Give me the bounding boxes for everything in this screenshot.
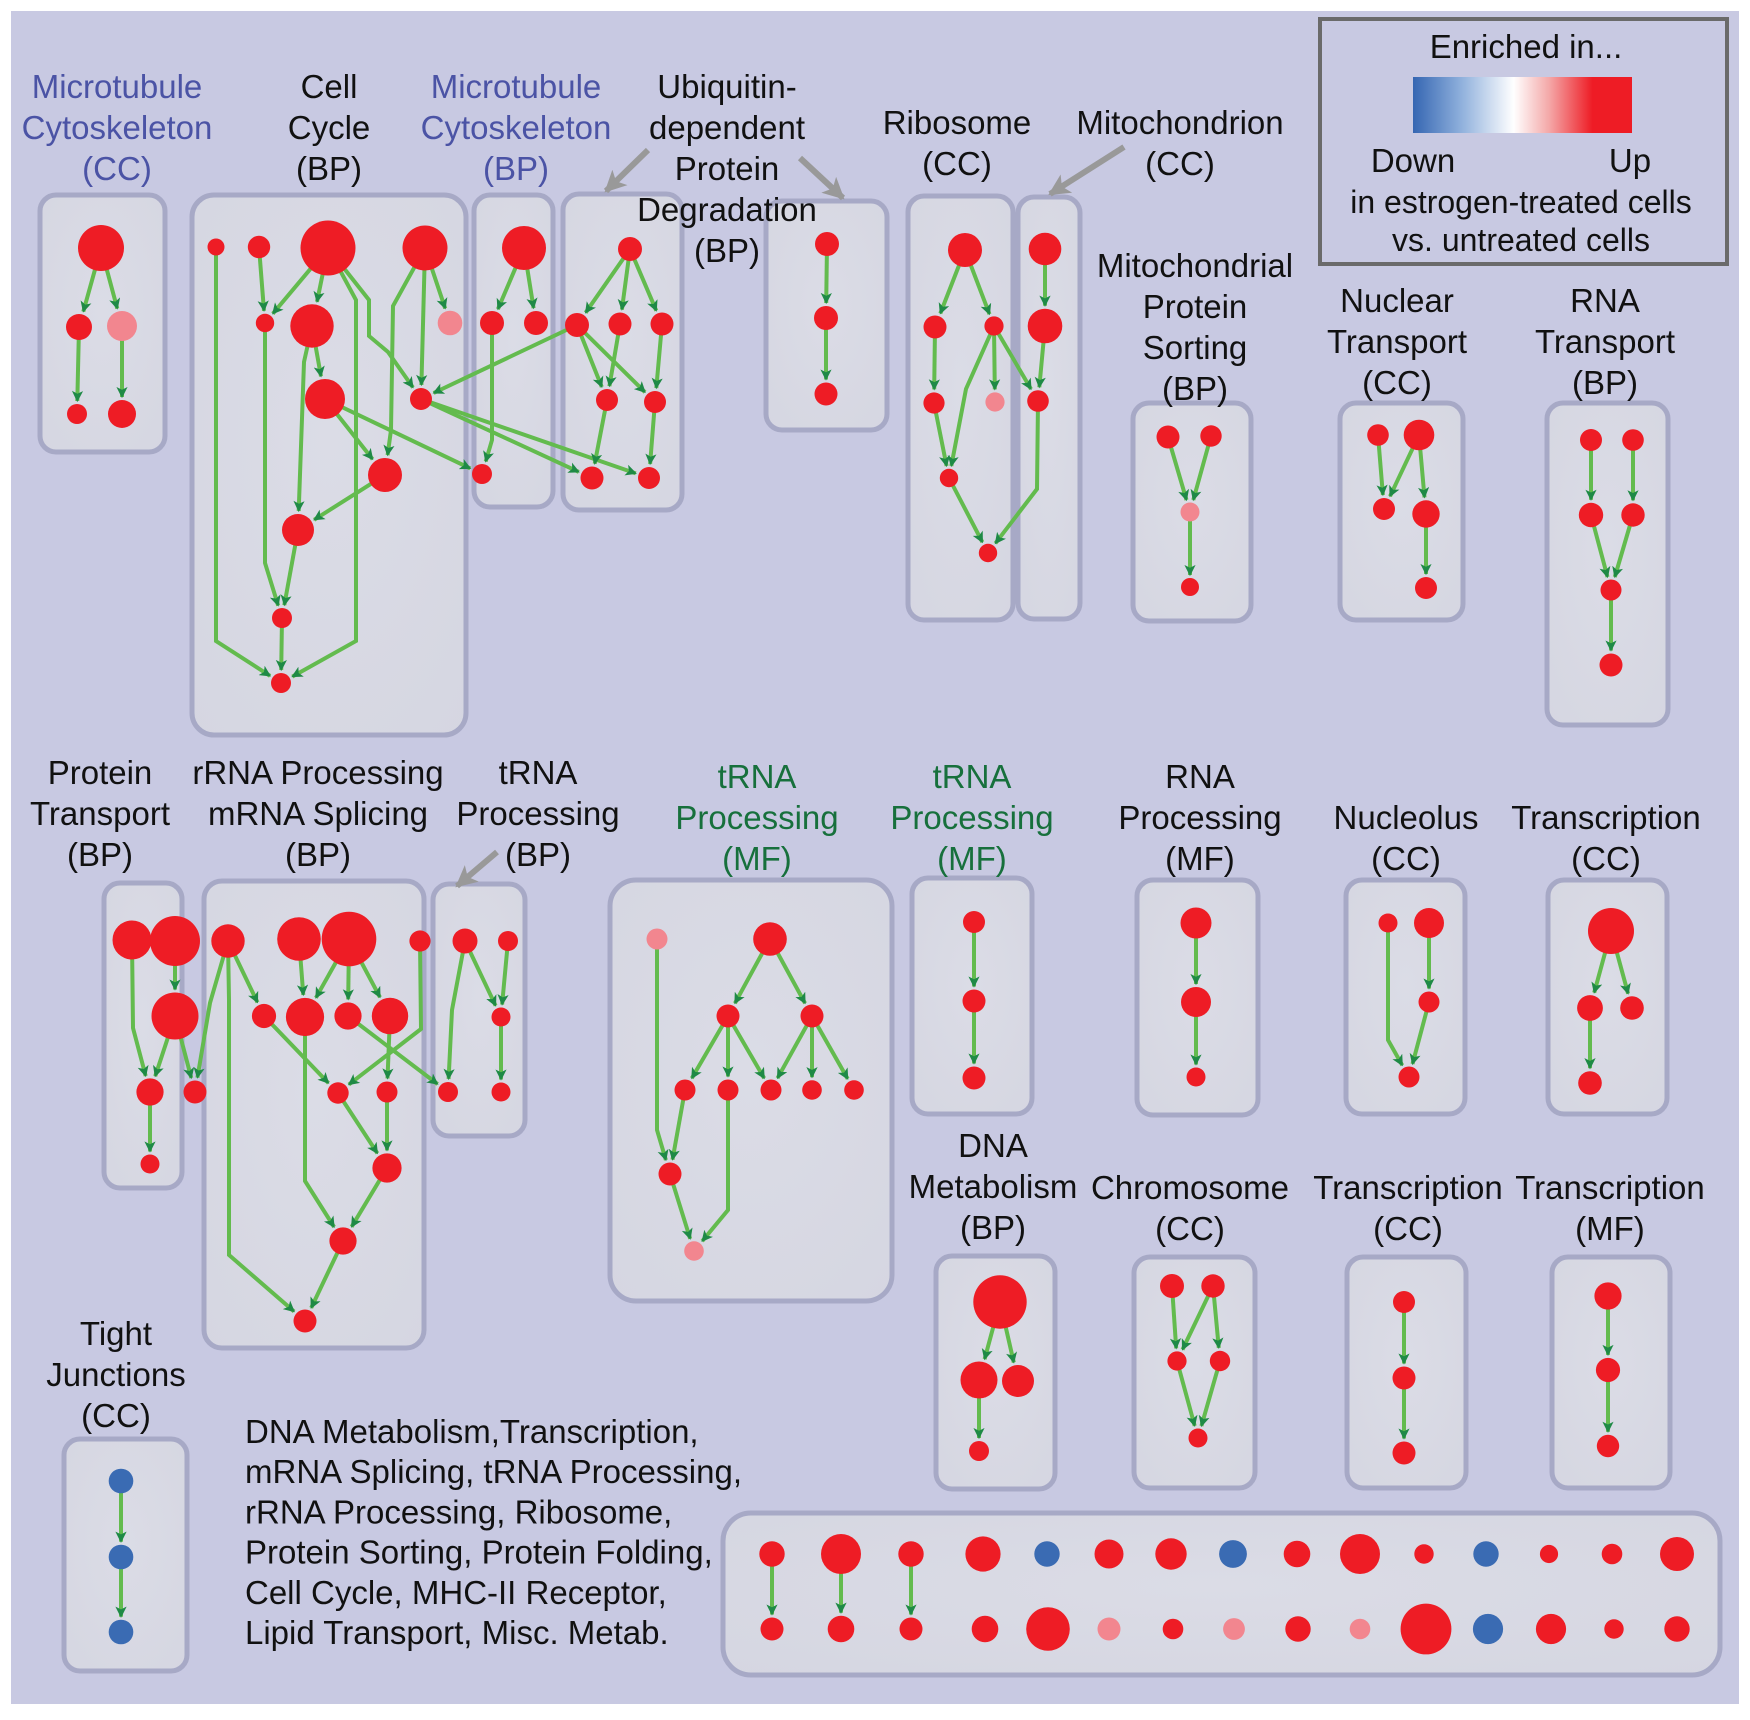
svg-text:Protein: Protein [48, 754, 153, 791]
svg-text:rRNA Processing, Ribosome,: rRNA Processing, Ribosome, [245, 1493, 672, 1530]
svg-text:Processing: Processing [456, 795, 619, 832]
svg-text:(MF): (MF) [722, 840, 792, 877]
svg-text:Processing: Processing [1118, 799, 1281, 836]
svg-text:tRNA: tRNA [933, 758, 1012, 795]
svg-text:Up: Up [1609, 142, 1651, 179]
svg-text:(BP): (BP) [960, 1209, 1026, 1246]
svg-text:(BP): (BP) [67, 836, 133, 873]
svg-text:Mitochondrion: Mitochondrion [1076, 104, 1283, 141]
svg-text:mRNA Splicing, tRNA Processing: mRNA Splicing, tRNA Processing, [245, 1453, 742, 1490]
svg-text:(BP): (BP) [505, 836, 571, 873]
svg-text:Chromosome: Chromosome [1091, 1169, 1289, 1206]
svg-text:Lipid Transport, Misc. Metab.: Lipid Transport, Misc. Metab. [245, 1614, 669, 1651]
svg-text:tRNA: tRNA [499, 754, 578, 791]
svg-text:(CC): (CC) [1155, 1210, 1225, 1247]
svg-text:tRNA: tRNA [718, 758, 797, 795]
svg-text:(BP): (BP) [296, 150, 362, 187]
svg-text:Transport: Transport [1327, 323, 1467, 360]
svg-text:DNA: DNA [958, 1127, 1028, 1164]
svg-text:(BP): (BP) [285, 836, 351, 873]
svg-text:Transcription: Transcription [1515, 1169, 1705, 1206]
svg-text:vs. untreated cells: vs. untreated cells [1392, 222, 1650, 258]
svg-text:(CC): (CC) [81, 1397, 151, 1434]
svg-text:rRNA Processing: rRNA Processing [192, 754, 443, 791]
svg-text:Protein Sorting, Protein Foldi: Protein Sorting, Protein Folding, [245, 1534, 713, 1571]
svg-text:(CC): (CC) [82, 150, 152, 187]
svg-text:Nuclear: Nuclear [1340, 282, 1454, 319]
svg-text:Ribosome: Ribosome [883, 104, 1032, 141]
svg-text:Microtubule: Microtubule [431, 68, 602, 105]
svg-text:Transcription: Transcription [1313, 1169, 1503, 1206]
svg-text:Cytoskeleton: Cytoskeleton [22, 109, 213, 146]
svg-text:(CC): (CC) [922, 145, 992, 182]
svg-text:Protein: Protein [1143, 288, 1248, 325]
svg-text:(BP): (BP) [1162, 370, 1228, 407]
svg-text:Enriched in...: Enriched in... [1430, 28, 1623, 65]
svg-text:Cycle: Cycle [288, 109, 371, 146]
svg-text:Junctions: Junctions [46, 1356, 185, 1393]
svg-text:Metabolism: Metabolism [909, 1168, 1078, 1205]
svg-text:Transport: Transport [30, 795, 170, 832]
svg-text:(MF): (MF) [1575, 1210, 1645, 1247]
svg-text:(CC): (CC) [1362, 364, 1432, 401]
svg-text:Protein: Protein [675, 150, 780, 187]
svg-text:(MF): (MF) [1165, 840, 1235, 877]
svg-text:(CC): (CC) [1373, 1210, 1443, 1247]
svg-text:Transport: Transport [1535, 323, 1675, 360]
svg-text:Transcription: Transcription [1511, 799, 1701, 836]
svg-text:in estrogen-treated cells: in estrogen-treated cells [1350, 184, 1692, 220]
svg-text:Tight: Tight [80, 1315, 152, 1352]
svg-text:Microtubule: Microtubule [32, 68, 203, 105]
svg-text:Mitochondrial: Mitochondrial [1097, 247, 1293, 284]
svg-text:Processing: Processing [675, 799, 838, 836]
svg-text:(MF): (MF) [937, 840, 1007, 877]
svg-text:RNA: RNA [1165, 758, 1235, 795]
svg-text:(BP): (BP) [694, 232, 760, 269]
svg-text:Down: Down [1371, 142, 1455, 179]
svg-text:Cytoskeleton: Cytoskeleton [421, 109, 612, 146]
svg-text:Cell Cycle, MHC-II Receptor,: Cell Cycle, MHC-II Receptor, [245, 1574, 667, 1611]
svg-text:mRNA Splicing: mRNA Splicing [208, 795, 428, 832]
svg-text:Nucleolus: Nucleolus [1334, 799, 1479, 836]
svg-text:(CC): (CC) [1371, 840, 1441, 877]
svg-text:dependent: dependent [649, 109, 805, 146]
svg-text:Degradation: Degradation [637, 191, 817, 228]
svg-text:RNA: RNA [1570, 282, 1640, 319]
svg-text:Processing: Processing [890, 799, 1053, 836]
svg-text:(BP): (BP) [483, 150, 549, 187]
svg-text:Ubiquitin-: Ubiquitin- [657, 68, 796, 105]
svg-text:DNA Metabolism,Transcription,: DNA Metabolism,Transcription, [245, 1413, 699, 1450]
svg-text:Cell: Cell [301, 68, 358, 105]
svg-text:(CC): (CC) [1571, 840, 1641, 877]
svg-text:Sorting: Sorting [1143, 329, 1248, 366]
svg-text:(CC): (CC) [1145, 145, 1215, 182]
svg-text:(BP): (BP) [1572, 364, 1638, 401]
